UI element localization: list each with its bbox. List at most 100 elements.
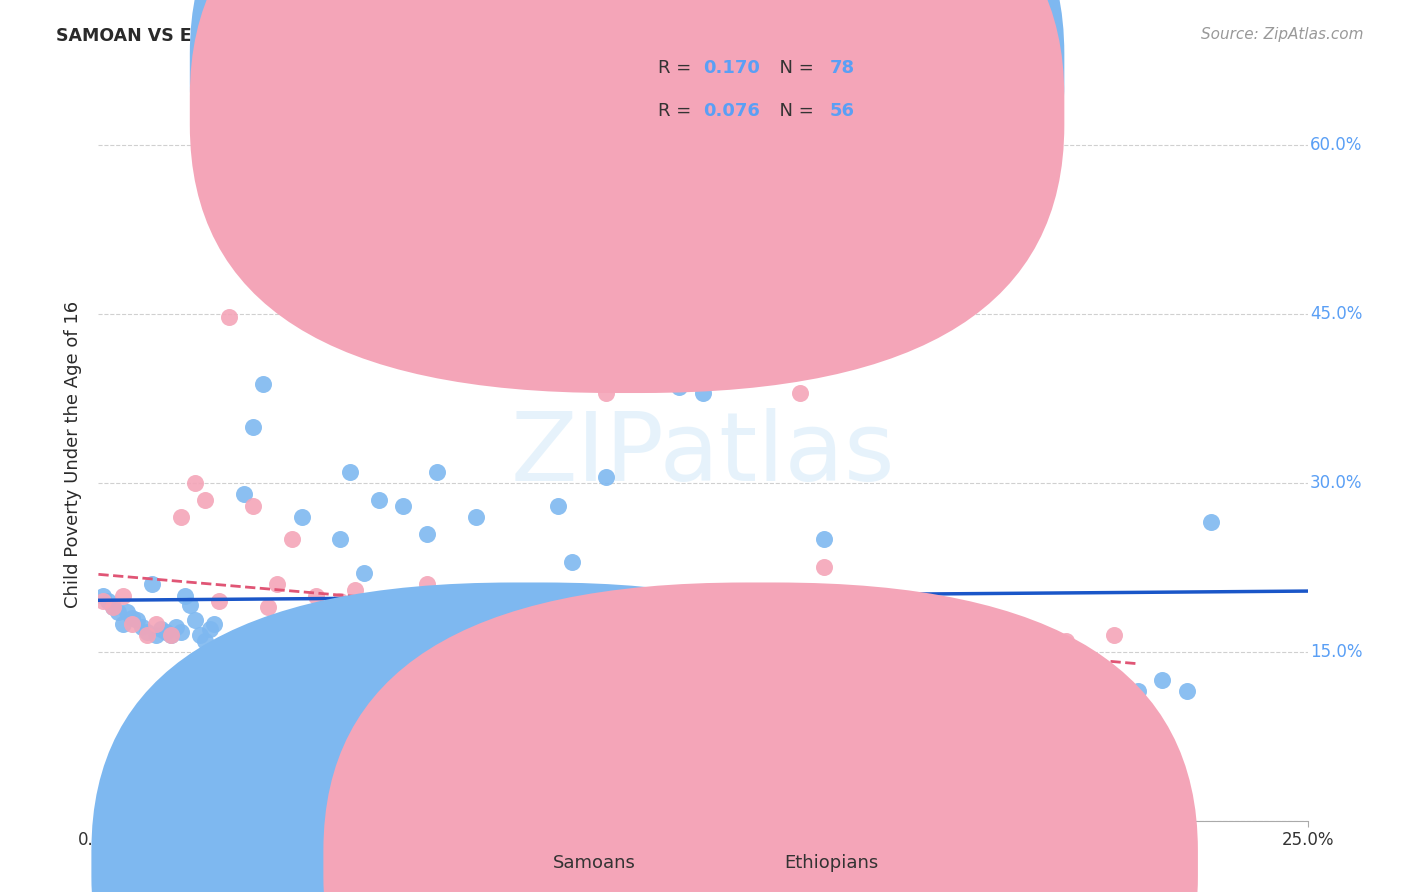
Point — [218, 639, 240, 653]
Point — [271, 701, 294, 715]
Point — [204, 616, 226, 631]
Text: 30.0%: 30.0% — [1310, 474, 1362, 492]
Point — [377, 616, 399, 631]
Point — [377, 594, 399, 608]
Point — [188, 628, 211, 642]
Point — [222, 633, 245, 648]
Point — [329, 594, 352, 608]
Point — [97, 594, 120, 608]
Point — [1152, 673, 1174, 687]
Point — [145, 628, 167, 642]
Point — [174, 589, 197, 603]
Point — [256, 599, 278, 614]
Point — [91, 594, 114, 608]
Point — [547, 594, 569, 608]
Point — [101, 599, 124, 614]
Point — [329, 533, 352, 547]
Text: R =: R = — [658, 60, 697, 78]
Point — [692, 386, 714, 401]
Point — [706, 285, 728, 299]
Point — [150, 623, 173, 637]
Point — [242, 419, 264, 434]
Point — [513, 723, 536, 738]
Point — [305, 589, 328, 603]
Point — [523, 650, 546, 665]
Point — [765, 684, 787, 698]
Point — [208, 706, 231, 721]
Point — [644, 628, 666, 642]
Text: ZIPatlas: ZIPatlas — [510, 409, 896, 501]
Text: 56: 56 — [830, 102, 855, 120]
Point — [957, 650, 980, 665]
Point — [1031, 628, 1053, 642]
Point — [290, 509, 312, 524]
Point — [619, 628, 641, 642]
Point — [910, 606, 932, 620]
Text: N =: N = — [768, 60, 820, 78]
Point — [1128, 684, 1150, 698]
Point — [165, 620, 187, 634]
Point — [339, 465, 361, 479]
Point — [692, 746, 714, 760]
Text: Source: ZipAtlas.com: Source: ZipAtlas.com — [1201, 27, 1364, 42]
Point — [523, 645, 546, 659]
Point — [813, 533, 835, 547]
Point — [474, 684, 496, 698]
Point — [531, 616, 554, 631]
Point — [610, 746, 633, 760]
Point — [402, 628, 425, 642]
Point — [860, 639, 883, 653]
Point — [179, 598, 201, 612]
Text: 78: 78 — [830, 60, 855, 78]
Point — [117, 606, 139, 620]
Text: SAMOAN VS ETHIOPIAN CHILD POVERTY UNDER THE AGE OF 16 CORRELATION CHART: SAMOAN VS ETHIOPIAN CHILD POVERTY UNDER … — [56, 27, 890, 45]
Point — [1102, 628, 1125, 642]
Text: Samoans: Samoans — [553, 855, 636, 872]
Point — [315, 628, 337, 642]
Point — [127, 613, 149, 627]
Y-axis label: Child Poverty Under the Age of 16: Child Poverty Under the Age of 16 — [65, 301, 83, 608]
Point — [595, 470, 617, 484]
Point — [628, 684, 651, 698]
Point — [392, 499, 415, 513]
Point — [368, 639, 391, 653]
Point — [232, 633, 254, 648]
Point — [91, 589, 114, 603]
Point — [368, 492, 391, 507]
Point — [981, 679, 1004, 693]
Point — [426, 465, 449, 479]
Point — [668, 380, 690, 394]
Point — [1054, 633, 1077, 648]
Point — [155, 624, 177, 639]
Point — [121, 616, 143, 631]
Point — [343, 582, 366, 597]
Point — [813, 560, 835, 574]
Point — [121, 611, 143, 625]
Point — [450, 628, 472, 642]
Point — [160, 628, 183, 642]
Point — [232, 487, 254, 501]
Point — [416, 577, 439, 591]
Point — [860, 690, 883, 704]
Point — [1007, 684, 1029, 698]
Point — [1199, 516, 1222, 530]
Point — [474, 606, 496, 620]
Point — [295, 628, 318, 642]
Point — [184, 476, 207, 491]
Point — [141, 577, 163, 591]
Point — [135, 624, 157, 639]
Point — [484, 639, 506, 653]
Point — [595, 386, 617, 401]
Point — [416, 526, 439, 541]
Point — [305, 623, 328, 637]
Point — [266, 577, 288, 591]
Text: 15.0%: 15.0% — [1310, 643, 1362, 661]
Point — [498, 752, 520, 766]
Point — [135, 628, 157, 642]
Point — [464, 509, 486, 524]
Point — [934, 616, 956, 631]
Point — [194, 492, 217, 507]
Point — [262, 706, 284, 721]
Text: 0.170: 0.170 — [703, 60, 759, 78]
Point — [208, 594, 231, 608]
